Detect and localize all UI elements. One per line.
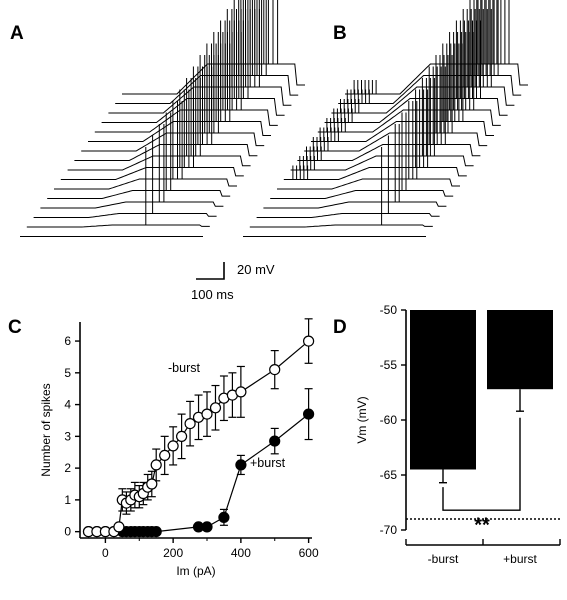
voltage-trace <box>122 63 305 95</box>
data-point-minus-burst <box>269 364 281 376</box>
voltage-trace <box>317 109 501 133</box>
voltage-trace <box>47 190 231 199</box>
voltage-trace <box>345 63 528 95</box>
significance-label: ** <box>474 515 490 537</box>
data-point-plus-burst <box>150 525 162 538</box>
voltage-trace <box>263 201 447 209</box>
voltage-trace <box>297 144 481 161</box>
y-tick-label: 4 <box>64 398 71 412</box>
significance-bracket <box>442 417 521 511</box>
y-tick-label: 5 <box>64 366 71 380</box>
data-point-minus-burst <box>235 386 247 398</box>
trace-stack-b <box>243 0 528 237</box>
y-tick-label: -65 <box>380 468 398 482</box>
y-tick-label: 6 <box>64 334 71 348</box>
y-tick-label: -55 <box>380 358 398 372</box>
data-point-minus-burst <box>303 335 315 347</box>
data-point-minus-burst <box>209 402 222 414</box>
x-tick-label: 400 <box>231 546 251 560</box>
data-point-minus-burst <box>176 430 188 442</box>
voltage-trace <box>290 155 474 171</box>
voltage-trace <box>81 132 265 152</box>
voltage-trace <box>115 75 299 104</box>
data-point-plus-burst <box>235 459 247 471</box>
panel-label-b: B <box>333 23 347 44</box>
voltage-trace <box>67 155 251 171</box>
voltage-trace <box>40 201 224 209</box>
voltage-trace <box>283 167 467 180</box>
x-axis-label: Im (pA) <box>176 564 215 578</box>
y-tick-label: -60 <box>380 413 398 427</box>
trace-stack-a <box>20 0 305 237</box>
series-label-minus-burst: -burst <box>168 361 200 375</box>
voltage-trace <box>74 144 258 161</box>
voltage-trace <box>338 75 522 104</box>
voltage-trace <box>88 121 271 142</box>
y-tick-label: -50 <box>380 303 398 317</box>
voltage-trace <box>270 190 454 199</box>
panel-label-d: D <box>333 317 347 338</box>
scale-bar <box>196 262 225 280</box>
data-point-plus-burst <box>201 521 213 533</box>
data-point-minus-burst <box>201 408 213 420</box>
category-label: -burst <box>428 552 459 566</box>
bar-plus-burst <box>487 310 553 390</box>
y-axis-label: Number of spikes <box>39 383 53 476</box>
voltage-trace <box>60 167 244 180</box>
data-point-minus-burst <box>184 418 196 430</box>
voltage-trace <box>256 213 440 218</box>
data-point-plus-burst <box>218 511 230 524</box>
voltage-trace <box>108 86 292 114</box>
voltage-trace <box>26 224 210 228</box>
voltage-trace <box>324 98 508 123</box>
data-point-minus-burst <box>167 440 179 452</box>
voltage-trace <box>304 132 488 152</box>
voltage-trace <box>277 178 460 190</box>
voltage-trace <box>101 98 285 123</box>
voltage-trace <box>33 213 217 218</box>
voltage-trace <box>331 86 515 114</box>
scale-bar-time-label: 100 ms <box>191 287 234 302</box>
y-tick-label: 3 <box>64 429 71 443</box>
x-tick-label: 0 <box>102 546 109 560</box>
y-tick-label: 0 <box>64 525 71 539</box>
category-label: +burst <box>503 552 537 566</box>
y-axis-label: Vm (mV) <box>355 396 369 443</box>
data-point-plus-burst <box>269 435 281 447</box>
x-tick-label: 600 <box>299 546 319 560</box>
x-tick-label: 200 <box>163 546 183 560</box>
series-label-plus-burst: +burst <box>250 456 286 470</box>
data-point-minus-burst <box>159 449 171 461</box>
voltage-trace <box>311 121 494 142</box>
voltage-trace <box>54 178 237 190</box>
y-tick-label: -70 <box>380 523 398 537</box>
y-tick-label: 2 <box>64 461 71 475</box>
voltage-trace <box>249 224 433 228</box>
data-point-minus-burst <box>150 459 162 471</box>
y-tick-label: 1 <box>64 493 71 507</box>
bar-minus-burst <box>410 310 476 470</box>
scale-bar-voltage-label: 20 mV <box>237 262 275 277</box>
data-point-plus-burst <box>303 408 315 420</box>
voltage-trace <box>94 109 278 133</box>
panel-label-a: A <box>10 23 24 44</box>
data-point-minus-burst <box>146 478 158 490</box>
data-point-minus-burst <box>113 521 125 533</box>
panel-label-c: C <box>8 317 22 338</box>
